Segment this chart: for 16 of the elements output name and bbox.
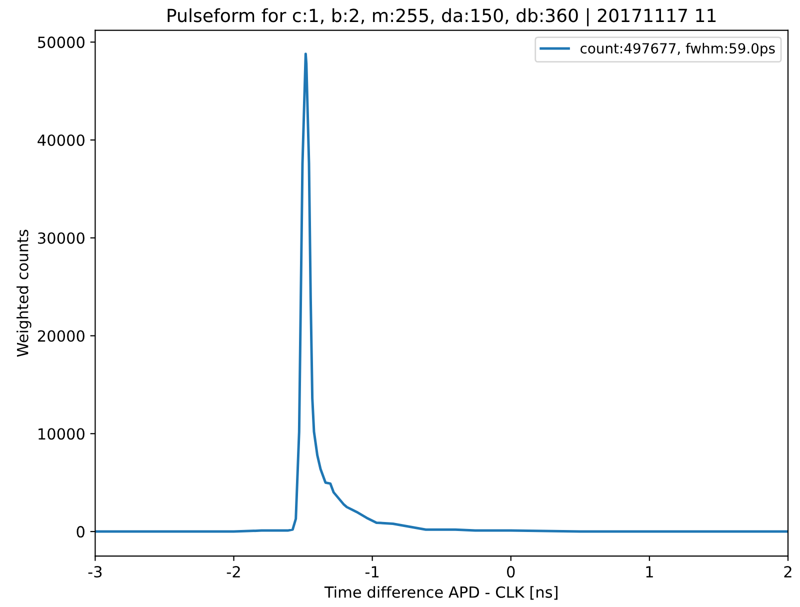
x-tick-label: 1 bbox=[646, 566, 653, 578]
x-tick-label: -3 bbox=[88, 566, 102, 578]
y-tick-label: 20000 bbox=[38, 330, 84, 342]
chart-title: Pulseform for c:1, b:2, m:255, da:150, db:360 | 20171117 11 bbox=[168, 8, 716, 26]
legend-label: count:497677, fwhm:59.0ps bbox=[580, 42, 775, 56]
y-tick-label: 30000 bbox=[38, 232, 84, 244]
y-tick-label: 0 bbox=[76, 526, 84, 538]
y-tick-label: 50000 bbox=[38, 36, 84, 48]
y-tick-label: 10000 bbox=[38, 428, 84, 440]
y-tick-label: 40000 bbox=[38, 134, 84, 146]
x-tick-label: -2 bbox=[226, 566, 240, 578]
x-tick-label: -1 bbox=[365, 566, 379, 578]
y-axis-title: Weighted counts bbox=[16, 230, 32, 357]
x-axis-title: Time difference APD - CLK [ns] bbox=[324, 586, 558, 600]
x-tick-label: 2 bbox=[784, 566, 792, 578]
x-tick-label: 0 bbox=[507, 566, 515, 578]
